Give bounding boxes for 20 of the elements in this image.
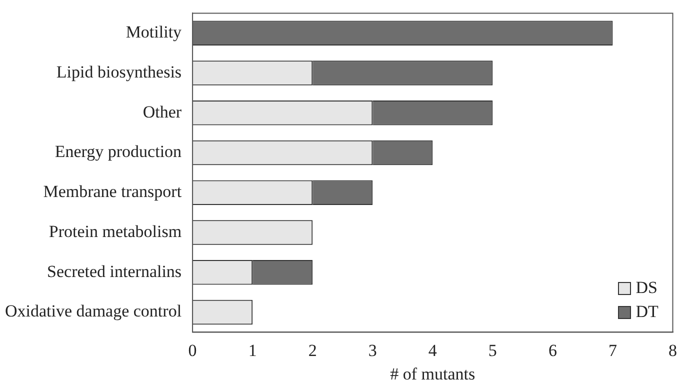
x-tick-label: 8 — [668, 340, 677, 360]
legend-label: DT — [636, 301, 658, 324]
x-tick-label: 1 — [248, 340, 257, 360]
y-tick-label: Protein metabolism — [48, 222, 182, 241]
y-tick-label: Energy production — [54, 142, 182, 162]
y-tick-label: Motility — [126, 22, 182, 42]
y-tick-label: Lipid biosynthesis — [56, 62, 182, 82]
x-axis-title: # of mutants — [390, 364, 476, 384]
y-tick-label: Oxidative damage control — [4, 302, 182, 321]
y-tick-label: Other — [142, 102, 182, 122]
legend-label: DS — [636, 277, 658, 300]
x-tick-label: 4 — [428, 340, 438, 360]
x-tick-label: 0 — [188, 340, 197, 360]
y-tick-label: Secreted internalins — [47, 262, 182, 281]
x-tick-label: 3 — [368, 340, 377, 360]
x-tick-label: 6 — [548, 340, 557, 360]
x-tick-label: 2 — [308, 340, 317, 360]
y-tick-label: Membrane transport — [43, 182, 182, 202]
x-tick-label: 5 — [488, 340, 497, 360]
x-tick-label: 7 — [608, 340, 618, 360]
